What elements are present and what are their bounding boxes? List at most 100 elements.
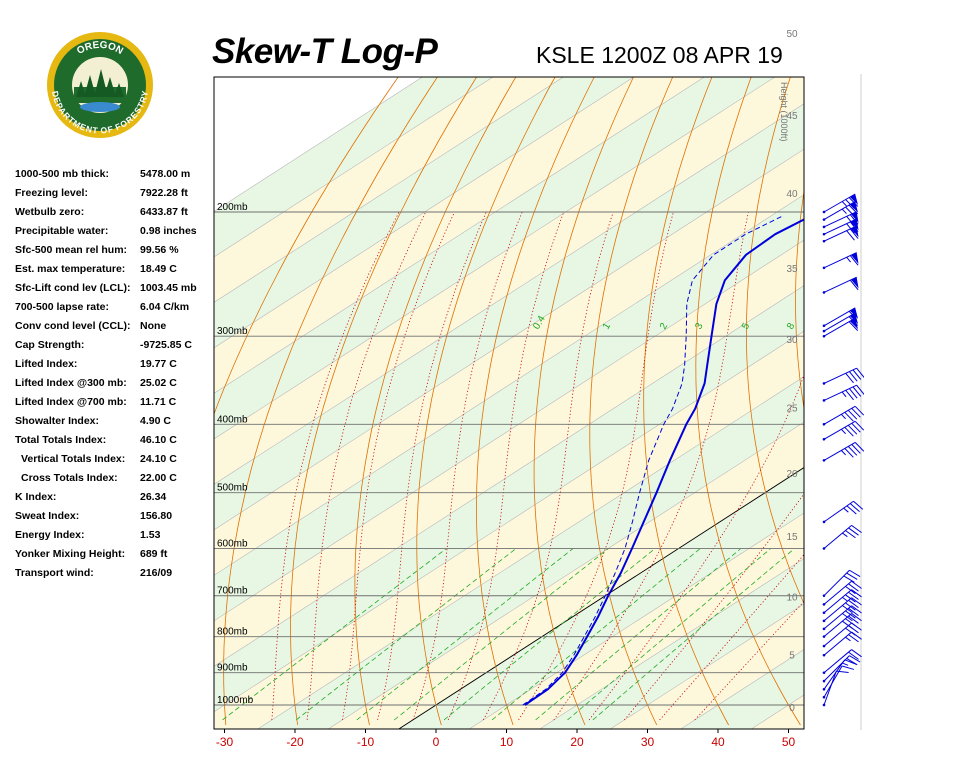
barb-station [822, 291, 826, 294]
stat-label: Cross Totals Index: [21, 472, 118, 484]
barb-pennant [849, 307, 859, 319]
moist-adiabat [518, 211, 674, 721]
wind-barb [822, 276, 859, 294]
moist-adiabat [377, 211, 487, 720]
barb-half [840, 413, 846, 420]
isotherm-line [539, 558, 804, 729]
isotherm-line [214, 239, 804, 622]
stat-label: Yonker Mixing Height: [15, 548, 126, 560]
barb-station [822, 695, 826, 699]
stat-value: 25.02 C [140, 377, 177, 389]
wind-barb [822, 441, 864, 462]
barb-station [822, 547, 826, 550]
pressure-label: 300mb [217, 326, 248, 337]
isotherm-line [328, 421, 804, 729]
barb-full [845, 627, 856, 636]
barb-full [845, 199, 855, 209]
wind-barb [822, 597, 862, 623]
x-tick-label: 30 [641, 735, 655, 749]
moist-adiabat [306, 211, 427, 720]
stat-label: Wetbulb zero: [15, 206, 85, 218]
barb-full [848, 204, 859, 215]
stat-row: Energy Index: 1.53 [15, 529, 215, 548]
barb-full [844, 411, 854, 422]
stat-label: Lifted Index @300 mb: [15, 377, 127, 389]
stat-row: Lifted Index @700 mb: 11.71 C [15, 396, 215, 415]
barb-full [846, 216, 855, 227]
barb-shaft [823, 569, 850, 597]
stat-row: Total Totals Index: 46.10 C [15, 434, 215, 453]
pressure-label: 200mb [217, 202, 248, 213]
barb-pennant [849, 194, 859, 206]
barb-station [822, 644, 826, 648]
barb-full [851, 444, 861, 454]
stat-row: Freezing level: 7922.28 ft [15, 187, 215, 206]
barb-full [847, 424, 858, 435]
dry-adiabat [476, 77, 595, 726]
barb-full [856, 367, 864, 379]
x-tick-label: 40 [711, 735, 725, 749]
moist-adiabat [341, 211, 455, 720]
barb-full [841, 665, 855, 670]
wind-barb [822, 307, 859, 328]
wind-barb [822, 201, 859, 221]
isotherm-band [214, 103, 804, 530]
barb-shaft [823, 367, 857, 384]
dry-adiabat [695, 77, 801, 726]
stat-value: 19.77 C [140, 358, 177, 370]
x-tick-label: -10 [357, 735, 375, 749]
barb-full [842, 613, 853, 622]
skew-t-diagram: 0.4 1 2 3 5 81000mb900mb800mb700mb600mb500mb4… [213, 29, 805, 749]
dewpoint-trace [522, 216, 782, 706]
pressure-label: 1000mb [217, 695, 254, 706]
barb-station [822, 611, 826, 615]
isotherm-band [214, 331, 804, 729]
dry-adiabat [290, 77, 477, 726]
isotherm-line [214, 77, 635, 349]
barb-half [846, 256, 851, 263]
moist-adiabat [271, 211, 400, 720]
stat-value: 1003.45 mb [140, 282, 197, 294]
barb-full [844, 448, 854, 458]
wind-barb [822, 252, 859, 270]
barb-pennant [849, 201, 859, 213]
stat-row: Cap Strength: -9725.85 C [15, 339, 215, 358]
x-tick-label: -20 [286, 735, 304, 749]
barb-full [846, 223, 855, 234]
barb-full [851, 580, 862, 589]
mixing-ratio-line [567, 548, 772, 721]
barb-full [851, 649, 862, 658]
x-tick-label: 10 [500, 735, 514, 749]
wind-barb [822, 670, 849, 707]
stat-label: 1000-500 mb thick: [15, 168, 109, 180]
stat-value: None [140, 320, 167, 332]
stat-value: 24.10 C [140, 453, 177, 465]
barb-pennant [851, 225, 859, 238]
mixing-ratio-line [295, 548, 517, 721]
isotherm-line [610, 603, 804, 729]
stat-value: 0.98 inches [140, 225, 197, 237]
stat-row: K Index: 26.34 [15, 491, 215, 510]
mixing-ratio-line [222, 548, 447, 721]
barb-full [847, 446, 858, 456]
barb-half [841, 201, 847, 207]
x-tick-label: 0 [433, 735, 440, 749]
barb-full [845, 618, 856, 627]
stat-value: 99.56 % [140, 244, 179, 256]
stat-value: 5478.00 m [140, 168, 191, 180]
barb-half [840, 450, 846, 456]
barb-station [822, 603, 826, 606]
barb-full [849, 655, 861, 663]
stat-value: 156.80 [140, 510, 173, 522]
barb-station [822, 324, 826, 328]
x-tick-label: 20 [570, 735, 584, 749]
barb-shaft [823, 665, 843, 698]
barb-shaft [823, 441, 856, 461]
barb-station [822, 334, 826, 338]
barb-station [822, 619, 826, 623]
barb-shaft [823, 622, 852, 647]
stat-value: 689 ft [140, 548, 168, 560]
barb-full [851, 613, 862, 622]
wind-barb [822, 317, 859, 338]
stat-value: 46.10 C [140, 434, 177, 446]
